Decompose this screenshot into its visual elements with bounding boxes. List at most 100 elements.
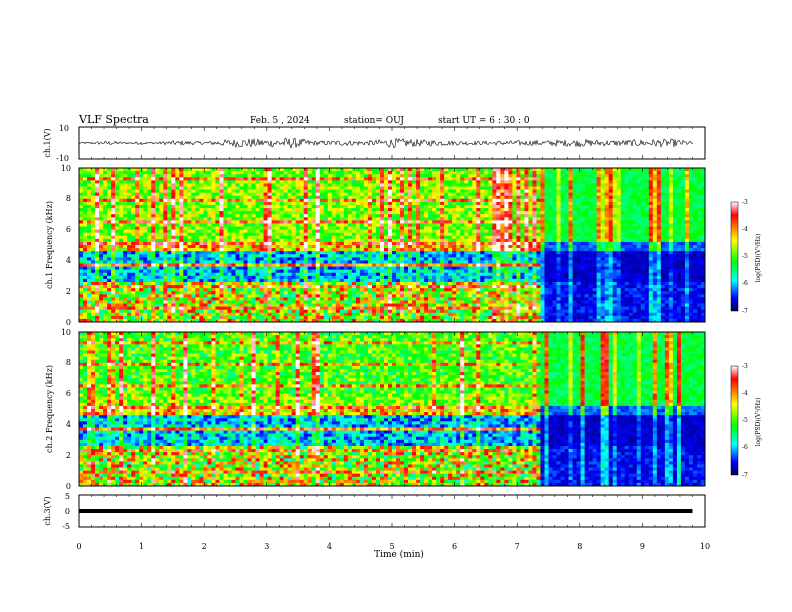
ch1-spectrogram-cell (243, 309, 248, 314)
ch1-spectrogram-cell (436, 201, 441, 206)
ch1-spectrogram-cell (400, 309, 405, 314)
ch1-spectrogram-cell (460, 272, 465, 277)
ch1-spectrogram-cell (155, 174, 160, 178)
ch1-spectrogram-cell (355, 248, 361, 252)
ch1-spectrogram-cell (83, 192, 88, 197)
ch1-spectrogram-cell (155, 192, 160, 197)
ch1-spectrogram-cell (171, 177, 176, 181)
ch1-spectrogram-cell (396, 272, 401, 277)
ch1-spectrogram-cell (375, 235, 381, 240)
ch1-spectrogram-cell (367, 180, 373, 184)
ch1-spectrogram-cell (359, 177, 365, 181)
ch1-spectrogram-cell (199, 254, 204, 258)
ch1-spectrogram-cell (460, 315, 465, 320)
ch1-spectrogram-cell (91, 272, 96, 277)
ch1-spectrogram-cell (95, 223, 100, 227)
ch1-spectrogram-cell (271, 306, 276, 310)
ch1-spectrogram-cell (271, 318, 276, 322)
ch1-spectrogram-cell (183, 171, 188, 175)
ch1-spectrogram-cell (139, 275, 144, 280)
ch1-spectrogram-cell (171, 186, 176, 190)
ch1-spectrogram-cell (211, 195, 216, 200)
ch1-spectrogram-cell (472, 220, 477, 224)
ch1-spectrogram-cell (267, 254, 272, 258)
ch1-spectrogram-cell (379, 229, 385, 233)
ch1-spectrogram-cell (119, 174, 124, 178)
ch1-spectrogram-cell (327, 177, 333, 181)
ch1-spectrogram-cell (223, 214, 228, 218)
ch1-spectrogram-cell (79, 232, 84, 237)
ch1-spectrogram-cell (424, 211, 429, 215)
ch1-spectrogram-cell (452, 204, 457, 209)
ch1-spectrogram-cell (203, 272, 208, 277)
ch1-spectrogram-cell (436, 241, 441, 246)
ch1-spectrogram-cell (227, 223, 232, 227)
ch1-spectrogram-cell (424, 266, 429, 270)
ch1-spectrogram-cell (183, 266, 188, 270)
ch1-spectrogram-cell (171, 275, 176, 280)
ch1-spectrogram-cell (291, 189, 296, 193)
ch1-spectrogram-cell (219, 208, 224, 212)
ch1-spectrogram-cell (436, 251, 441, 255)
ch1-spectrogram-cell (207, 306, 212, 310)
ch1-spectrogram-cell (408, 285, 413, 289)
ch1-spectrogram-cell (291, 251, 296, 255)
ch1-spectrogram-cell (299, 288, 305, 292)
ch1-spectrogram-cell (119, 195, 124, 200)
ch1-spectrogram-cell (135, 303, 140, 307)
ch1-spectrogram-cell (247, 263, 252, 267)
ch1-spectrogram-cell (231, 183, 236, 187)
ch1-spectrogram-cell (175, 192, 180, 197)
ch1-spectrogram-cell (215, 171, 220, 175)
ch1-spectrogram-cell (383, 260, 389, 264)
ch1-spectrogram-cell (255, 235, 260, 240)
ch1-spectrogram-cell (179, 315, 184, 320)
ch1-spectrogram-cell (331, 251, 337, 255)
ch1-spectrogram-cell (379, 281, 385, 286)
ch1-spectrogram-cell (239, 198, 244, 203)
ch1-spectrogram-cell (83, 269, 88, 274)
ch1-spectrogram-cell (147, 245, 152, 249)
ch1-spectrogram-cell (235, 174, 240, 178)
ch1-spectrogram-cell (119, 177, 124, 181)
ch1-spectrogram-cell (319, 171, 325, 175)
ch1-spectrogram-cell (351, 312, 357, 317)
ch1-spectrogram-cell (355, 275, 361, 280)
ch1-spectrogram-cell (243, 171, 248, 175)
ch1-spectrogram-cell (255, 297, 260, 301)
ch1-spectrogram-cell (351, 300, 357, 304)
ch1-spectrogram-cell (231, 306, 236, 310)
ch1-spectrogram-cell (367, 312, 373, 317)
ch1-spectrogram-cell (432, 229, 437, 233)
ch1-spectrogram-cell (448, 217, 453, 221)
ch1-spectrogram-cell (367, 266, 373, 270)
ch1-spectrogram-cell (79, 278, 84, 283)
ch1-spectrogram-cell (347, 285, 353, 289)
ch1-spectrogram-cell (452, 312, 457, 317)
ch1-spectrogram-cell (383, 312, 389, 317)
ch1-spectrogram-cell (239, 300, 244, 304)
ch1-spectrogram-cell (404, 254, 409, 258)
ch1-spectrogram-cell (219, 263, 224, 267)
ch1-spectrogram-cell (448, 254, 453, 258)
ch1-spectrogram-cell (147, 186, 152, 190)
ch1-spectrogram-cell (420, 198, 425, 203)
ch1-spectrogram-cell (103, 315, 108, 320)
ch1-spectrogram-cell (452, 263, 457, 267)
ch1-spectrogram-cell (452, 192, 457, 197)
ch1-spectrogram-cell (123, 291, 128, 295)
ch1-spectrogram-cell (79, 214, 84, 218)
ch1-spectrogram-cell (371, 309, 377, 314)
ch1-spectrogram-cell (295, 223, 300, 227)
ch1-spectrogram-cell (135, 235, 140, 240)
ch1-spectrogram-cell (115, 315, 120, 320)
ch1-spectrogram-cell (159, 229, 164, 233)
ch1-spectrogram-cell (464, 257, 469, 261)
ch1-spectrogram-cell (359, 214, 365, 218)
ch1-spectrogram-cell (287, 174, 292, 178)
ch1-spectrogram-cell (79, 254, 84, 258)
ch1-spectrogram-cell (91, 189, 96, 193)
ch1-spectrogram-cell (231, 180, 236, 184)
ch1-spectrogram-cell (103, 263, 108, 267)
ch1-spectrogram-cell (183, 300, 188, 304)
